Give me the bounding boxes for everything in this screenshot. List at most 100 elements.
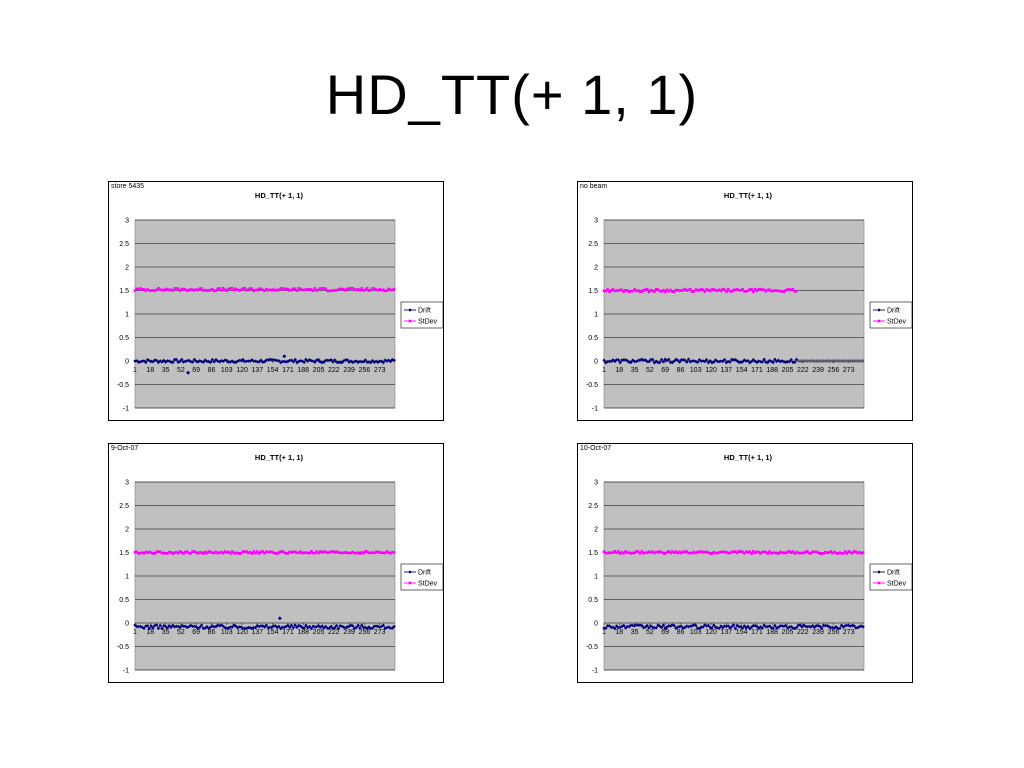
y-tick-label: 1 (594, 312, 598, 319)
x-tick-label: 86 (677, 367, 685, 374)
drift-zero-point (799, 359, 801, 363)
stdev-point (185, 550, 189, 554)
drift-point (668, 360, 673, 365)
chart-title: HD_TT(+ 1, 1) (255, 453, 304, 462)
stdev-point (782, 551, 786, 555)
stdev-point (214, 550, 218, 554)
stdev-point (297, 287, 301, 290)
legend-marker-drift (877, 308, 881, 312)
legend-label-drift: Drift (418, 570, 431, 577)
stdev-point (721, 287, 725, 291)
stdev-point (358, 552, 362, 555)
stdev-point (376, 288, 380, 292)
stdev-point (842, 552, 845, 555)
drift-point (717, 626, 721, 631)
stdev-point (773, 289, 777, 292)
stdev-point (780, 290, 784, 293)
y-tick-label: 3 (594, 480, 598, 487)
stdev-point (173, 287, 176, 290)
x-tick-label: 154 (736, 629, 748, 636)
stdev-point (175, 287, 178, 290)
y-tick-label: -0.5 (586, 382, 598, 389)
stdev-point (250, 287, 254, 291)
drift-zero-point (815, 359, 817, 363)
drift-point (659, 625, 664, 630)
stdev-point (753, 551, 757, 555)
stdev-point (626, 289, 629, 292)
stdev-point (178, 289, 182, 292)
stdev-point (662, 551, 665, 555)
stdev-point (364, 288, 367, 292)
stdev-point (337, 551, 340, 554)
stdev-point (221, 551, 225, 555)
stdev-point (716, 551, 719, 555)
stdev-point (707, 288, 710, 292)
stdev-point (815, 550, 818, 554)
drift-zero-point (855, 359, 857, 363)
stdev-point (660, 550, 663, 554)
stdev-point (176, 287, 180, 291)
stdev-point (295, 289, 299, 292)
stdev-point (239, 551, 243, 555)
stdev-point (139, 551, 142, 555)
stdev-point (193, 550, 196, 553)
stdev-point (654, 550, 658, 554)
stdev-point (355, 288, 358, 292)
x-tick-label: 86 (677, 629, 685, 636)
stdev-point (158, 550, 162, 554)
stdev-point (674, 288, 678, 292)
stdev-point (371, 551, 374, 554)
stdev-point (169, 288, 173, 292)
stdev-point (331, 289, 335, 292)
y-tick-label: 2.5 (119, 241, 129, 248)
stdev-point (178, 550, 182, 553)
stdev-point (690, 290, 694, 294)
stdev-point (288, 550, 292, 554)
stdev-point (766, 288, 770, 292)
legend-marker-drift (408, 308, 412, 312)
stdev-point (144, 550, 148, 554)
stdev-point (762, 288, 766, 292)
stdev-point (153, 289, 157, 293)
x-tick-label: 256 (359, 367, 371, 374)
stdev-point (245, 288, 248, 292)
drift-point (614, 358, 619, 362)
stdev-point (391, 288, 394, 292)
stdev-point (351, 286, 355, 290)
stdev-point (331, 550, 335, 553)
stdev-point (392, 287, 396, 291)
stdev-point (292, 287, 295, 290)
x-tick-label: 222 (797, 629, 809, 636)
x-tick-label: 256 (828, 367, 840, 374)
x-tick-label: 137 (252, 629, 264, 636)
stdev-point (214, 289, 218, 292)
drift-point (316, 623, 321, 628)
legend-label-drift: Drift (887, 308, 900, 315)
drift-point (151, 626, 155, 630)
drift-point (731, 358, 736, 362)
stdev-point (293, 287, 297, 291)
stdev-point (356, 287, 360, 291)
stdev-point (227, 550, 230, 554)
stdev-point (723, 288, 726, 292)
x-tick-label: 188 (766, 367, 778, 374)
stdev-point (286, 287, 290, 291)
stdev-point (283, 551, 286, 554)
drift-point (618, 360, 622, 365)
stdev-point (692, 550, 696, 554)
stdev-point (701, 288, 705, 292)
stdev-point (703, 290, 707, 294)
drift-zero-point (862, 359, 864, 363)
stdev-point (335, 288, 338, 292)
stdev-point (247, 288, 250, 291)
stdev-point (750, 287, 753, 291)
drift-point (861, 625, 865, 629)
y-tick-label: 2 (594, 527, 598, 534)
drift-zero-point (831, 359, 834, 363)
stdev-point (248, 550, 252, 554)
stdev-point (615, 551, 618, 555)
drift-point (291, 360, 296, 364)
stdev-point (162, 551, 166, 555)
drift-point (645, 359, 649, 364)
x-tick-label: 273 (374, 629, 386, 636)
